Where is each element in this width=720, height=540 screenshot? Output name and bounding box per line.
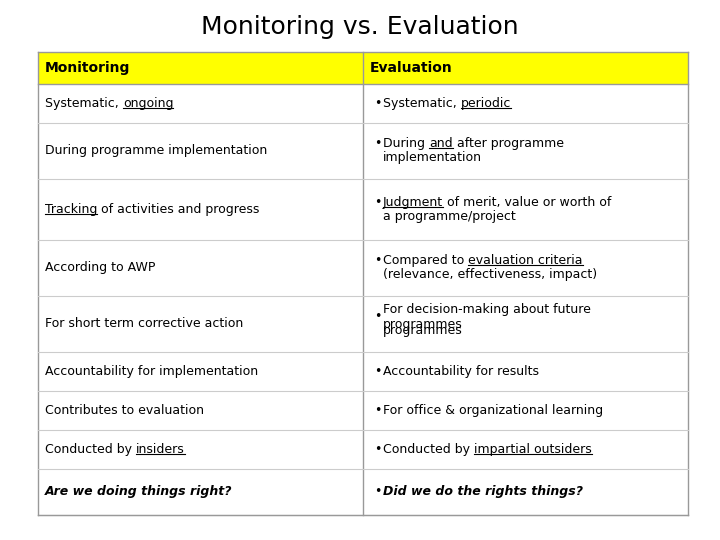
- Text: Accountability for results: Accountability for results: [383, 365, 539, 378]
- Text: Are we doing things right?: Are we doing things right?: [45, 485, 233, 498]
- Text: Monitoring vs. Evaluation: Monitoring vs. Evaluation: [201, 15, 519, 39]
- Text: a programme/project: a programme/project: [383, 210, 516, 223]
- Text: (relevance, effectiveness, impact): (relevance, effectiveness, impact): [383, 268, 597, 281]
- Text: Systematic,: Systematic,: [383, 97, 461, 110]
- Text: Did we do the rights things?: Did we do the rights things?: [383, 485, 583, 498]
- Text: Monitoring: Monitoring: [45, 61, 130, 75]
- Text: impartial outsiders: impartial outsiders: [474, 443, 592, 456]
- Text: Tracking: Tracking: [45, 203, 97, 216]
- Text: •: •: [374, 365, 382, 378]
- Text: Systematic,: Systematic,: [45, 97, 122, 110]
- Bar: [38, 52, 363, 84]
- Text: During programme implementation: During programme implementation: [45, 145, 267, 158]
- Text: implementation: implementation: [383, 151, 482, 165]
- Text: •: •: [374, 97, 382, 110]
- Text: During: During: [383, 138, 429, 151]
- Text: For decision-making about future
programmes: For decision-making about future program…: [383, 303, 591, 331]
- Text: of activities and progress: of activities and progress: [97, 203, 260, 216]
- Text: periodic: periodic: [461, 97, 511, 110]
- Text: ongoing: ongoing: [122, 97, 174, 110]
- Bar: [363, 52, 688, 84]
- Text: •: •: [374, 485, 382, 498]
- Text: of merit, value or worth of: of merit, value or worth of: [443, 196, 611, 209]
- Text: •: •: [374, 196, 382, 209]
- Text: Contributes to evaluation: Contributes to evaluation: [45, 404, 204, 417]
- Text: •: •: [374, 443, 382, 456]
- Text: According to AWP: According to AWP: [45, 261, 156, 274]
- Text: •: •: [374, 404, 382, 417]
- Text: insiders: insiders: [136, 443, 185, 456]
- Text: evaluation criteria: evaluation criteria: [468, 254, 582, 267]
- Text: programmes: programmes: [383, 325, 463, 338]
- Bar: [38, 52, 688, 515]
- Text: and: and: [429, 138, 453, 151]
- Text: •: •: [374, 310, 382, 323]
- Text: Conducted by: Conducted by: [383, 443, 474, 456]
- Text: after programme: after programme: [453, 138, 564, 151]
- Text: Judgment: Judgment: [383, 196, 443, 209]
- Text: Conducted by: Conducted by: [45, 443, 136, 456]
- Text: Accountability for implementation: Accountability for implementation: [45, 365, 258, 378]
- Text: Evaluation: Evaluation: [370, 61, 453, 75]
- Text: For short term corrective action: For short term corrective action: [45, 318, 243, 330]
- Text: •: •: [374, 254, 382, 267]
- Text: Compared to: Compared to: [383, 254, 468, 267]
- Text: For office & organizational learning: For office & organizational learning: [383, 404, 603, 417]
- Text: •: •: [374, 138, 382, 151]
